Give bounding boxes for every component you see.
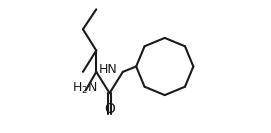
Text: HN: HN [99,63,118,76]
Text: H$_2$N: H$_2$N [72,81,97,96]
Text: O: O [104,102,115,116]
